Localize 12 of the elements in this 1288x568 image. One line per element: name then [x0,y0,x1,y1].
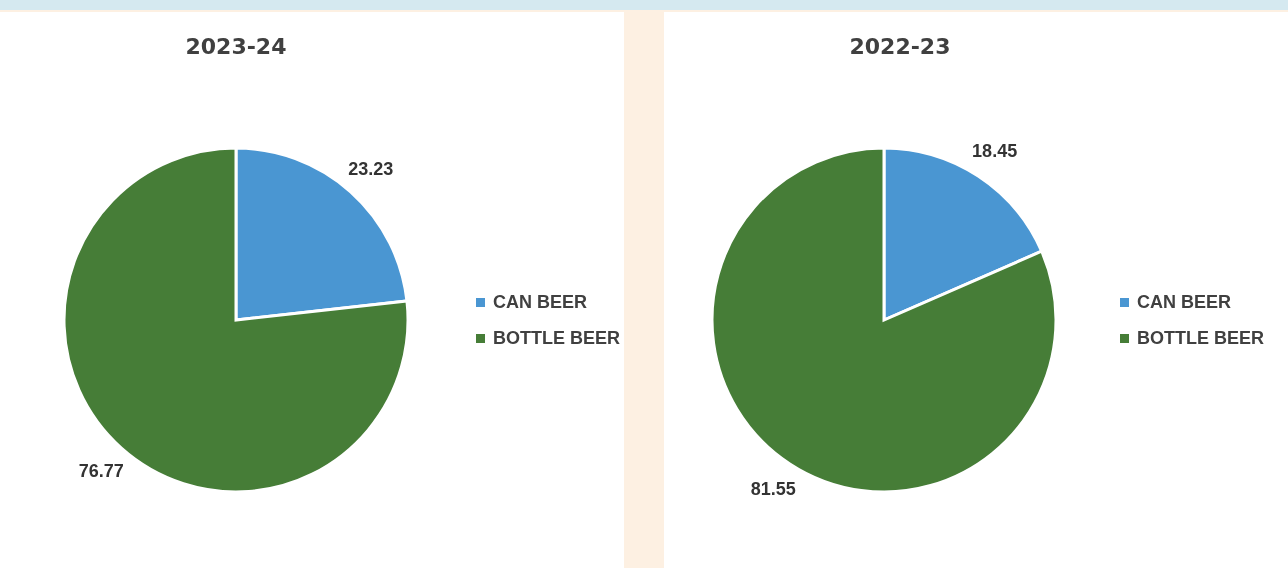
data-label: 76.77 [78,460,124,481]
pie-slice [710,146,1058,494]
data-label: 23.23 [348,159,394,180]
data-label: 18.45 [972,140,1018,161]
legend-label: BOTTLE BEER [1137,327,1265,349]
chart-title: 2022-23 [848,34,952,59]
data-label: 81.55 [750,479,796,500]
legend-label: CAN BEER [493,291,588,313]
pie-slice [62,146,410,494]
chart-title: 2023-24 [184,34,288,59]
legend-label: CAN BEER [1137,291,1232,313]
legend-label: BOTTLE BEER [493,327,621,349]
